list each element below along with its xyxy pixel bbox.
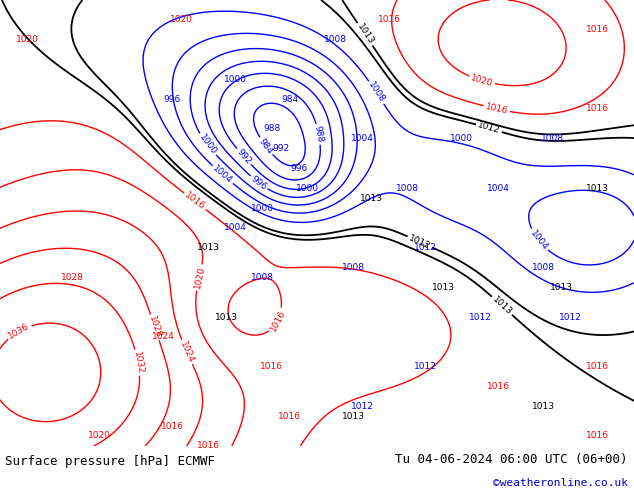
Text: 1036: 1036 (7, 321, 31, 341)
Text: 1012: 1012 (477, 121, 501, 136)
Text: 1016: 1016 (586, 432, 609, 441)
Text: 1012: 1012 (351, 402, 373, 411)
Text: 984: 984 (257, 137, 275, 156)
Text: 1024: 1024 (152, 332, 174, 342)
Text: 1013: 1013 (360, 194, 383, 203)
Text: 1012: 1012 (469, 313, 491, 321)
Text: 1000: 1000 (450, 134, 474, 143)
Text: 1004: 1004 (224, 223, 247, 232)
Text: 1004: 1004 (528, 228, 549, 252)
Text: 1000: 1000 (224, 75, 247, 84)
Text: 1012: 1012 (559, 313, 582, 321)
Text: 1013: 1013 (532, 402, 555, 411)
Text: 1008: 1008 (541, 134, 564, 143)
Text: 1000: 1000 (297, 184, 320, 193)
Text: 992: 992 (235, 147, 253, 166)
Text: 1016: 1016 (484, 102, 509, 116)
Text: 1024: 1024 (178, 340, 195, 364)
Text: 1012: 1012 (414, 243, 437, 252)
Text: 992: 992 (272, 144, 289, 153)
Text: 1013: 1013 (550, 283, 573, 292)
Text: 1028: 1028 (61, 273, 84, 282)
Text: 1020: 1020 (193, 266, 206, 290)
Text: 1013: 1013 (355, 22, 375, 47)
Text: 1012: 1012 (414, 362, 437, 371)
Text: 996: 996 (249, 174, 268, 192)
Text: ©weatheronline.co.uk: ©weatheronline.co.uk (493, 478, 628, 489)
Text: 1013: 1013 (197, 243, 220, 252)
Text: 1016: 1016 (586, 104, 609, 114)
Text: 1016: 1016 (268, 308, 287, 333)
Text: 1020: 1020 (470, 73, 494, 88)
Text: Surface pressure [hPa] ECMWF: Surface pressure [hPa] ECMWF (5, 455, 215, 468)
Text: 1016: 1016 (586, 362, 609, 371)
Text: 1032: 1032 (132, 350, 145, 374)
Text: 1016: 1016 (487, 382, 510, 391)
Text: 1020: 1020 (88, 432, 111, 441)
Text: 1013: 1013 (586, 184, 609, 193)
Text: 1004: 1004 (351, 134, 373, 143)
Text: 1008: 1008 (396, 184, 419, 193)
Text: 1016: 1016 (586, 25, 609, 34)
Text: 1020: 1020 (170, 15, 193, 24)
Text: 996: 996 (290, 164, 307, 173)
Text: 1013: 1013 (491, 294, 514, 317)
Text: Tu 04-06-2024 06:00 UTC (06+00): Tu 04-06-2024 06:00 UTC (06+00) (395, 453, 628, 466)
Text: 1020: 1020 (16, 35, 39, 44)
Text: 1008: 1008 (366, 80, 387, 104)
Text: 1016: 1016 (183, 191, 207, 212)
Text: 1000: 1000 (197, 133, 218, 156)
Text: 996: 996 (164, 95, 181, 103)
Text: 1008: 1008 (323, 35, 347, 44)
Text: 1013: 1013 (432, 283, 455, 292)
Text: 1016: 1016 (278, 412, 301, 421)
Text: 1016: 1016 (197, 441, 220, 450)
Text: 1013: 1013 (215, 313, 238, 321)
Text: 1028: 1028 (147, 315, 163, 340)
Text: 1000: 1000 (251, 203, 274, 213)
Text: 1013: 1013 (342, 412, 365, 421)
Text: 1004: 1004 (487, 184, 510, 193)
Text: 1008: 1008 (251, 273, 274, 282)
Text: 984: 984 (281, 95, 299, 103)
Text: 988: 988 (313, 125, 325, 144)
Text: 1008: 1008 (342, 263, 365, 272)
Text: 988: 988 (263, 124, 280, 133)
Text: 1016: 1016 (260, 362, 283, 371)
Text: 1012: 1012 (408, 233, 432, 251)
Text: 1016: 1016 (160, 421, 184, 431)
Text: 1016: 1016 (378, 15, 401, 24)
Text: 1004: 1004 (211, 164, 234, 186)
Text: 1008: 1008 (532, 263, 555, 272)
